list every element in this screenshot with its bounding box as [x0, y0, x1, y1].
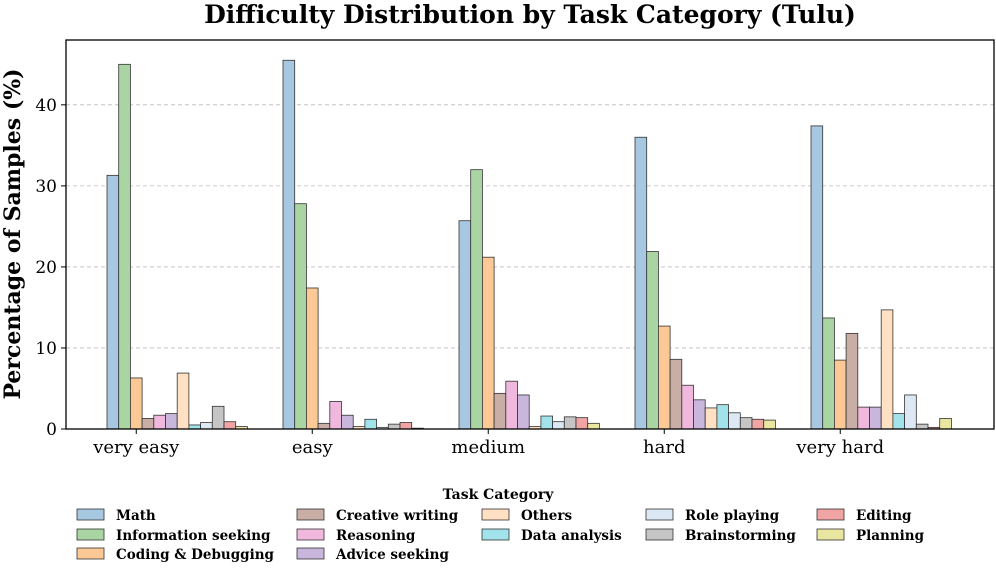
- bar-math-medium: [458, 220, 472, 430]
- legend-label-role-playing: Role playing: [685, 508, 780, 524]
- bar-creative-writing-very-easy: [141, 418, 155, 430]
- x-tick-label-medium: medium: [451, 437, 525, 458]
- bar-coding-debugging-hard: [658, 325, 671, 430]
- legend-label-others: Others: [521, 508, 573, 524]
- bar-brainstorming-very-hard: [915, 423, 929, 430]
- legend-swatch-advice-seeking: [296, 547, 325, 560]
- x-tick-label-very-hard: very hard: [795, 437, 884, 458]
- legend-swatch-editing: [816, 508, 845, 521]
- bar-coding-debugging-very-hard: [834, 359, 847, 430]
- legend-swatch-reasoning: [296, 528, 325, 541]
- bar-data-analysis-medium: [540, 415, 554, 430]
- legend-swatch-others: [481, 508, 510, 521]
- bar-planning-very-hard: [939, 418, 952, 430]
- bar-role-playing-very-easy: [200, 422, 213, 430]
- bar-data-analysis-easy: [364, 418, 377, 430]
- bar-planning-medium: [587, 422, 600, 430]
- legend-swatch-creative-writing: [296, 508, 325, 521]
- legend-label-brainstorming: Brainstorming: [685, 528, 796, 544]
- x-ticks: very easy easy medium hard very hard: [92, 429, 884, 458]
- bar-others-hard: [704, 407, 718, 430]
- legend-label-data-analysis: Data analysis: [521, 528, 622, 544]
- bar-reasoning-easy: [329, 401, 342, 430]
- bar-advice-seeking-very-hard: [869, 406, 882, 430]
- bar-data-analysis-hard: [716, 404, 730, 430]
- bar-math-easy: [282, 59, 296, 430]
- bar-information-seeking-very-easy: [118, 63, 131, 430]
- y-axis-label: Percentage of Samples (%): [0, 68, 26, 399]
- bar-advice-seeking-medium: [517, 394, 530, 430]
- legend-label-creative-writing: Creative writing: [336, 508, 459, 524]
- y-tick-label: 40: [35, 96, 57, 116]
- bar-information-seeking-hard: [646, 251, 659, 430]
- bar-editing-medium: [575, 417, 589, 430]
- bar-math-very-hard: [810, 125, 824, 430]
- bar-brainstorming-hard: [739, 417, 753, 430]
- legend-swatch-coding-debugging: [76, 547, 105, 560]
- bar-planning-hard: [763, 419, 776, 430]
- legend-label-math: Math: [116, 508, 156, 524]
- bars: [106, 59, 952, 430]
- legend-label-advice-seeking: Advice seeking: [335, 547, 449, 563]
- bar-creative-writing-hard: [669, 358, 683, 430]
- bar-coding-debugging-medium: [481, 256, 495, 430]
- chart-title: Difficulty Distribution by Task Category…: [204, 0, 856, 29]
- plot-frame: [65, 39, 995, 430]
- bar-role-playing-medium: [552, 421, 565, 430]
- bar-creative-writing-very-hard: [845, 332, 859, 430]
- legend-swatch-planning: [816, 528, 845, 541]
- bar-editing-hard: [751, 418, 765, 430]
- bar-role-playing-very-hard: [904, 394, 917, 430]
- y-tick-label: 0: [46, 420, 57, 440]
- bar-coding-debugging-easy: [305, 287, 319, 430]
- bar-editing-very-easy: [223, 421, 237, 430]
- legend: Math Information seeking Coding & Debuggin…: [76, 508, 925, 563]
- legend-label-coding-debugging: Coding & Debugging: [116, 547, 275, 563]
- y-ticks: 0 10 20 30 40: [35, 96, 66, 440]
- bar-information-seeking-very-hard: [822, 317, 835, 430]
- x-tick-label-very-easy: very easy: [92, 437, 180, 458]
- legend-swatch-information-seeking: [76, 528, 105, 541]
- grid-lines: [66, 104, 994, 349]
- bar-math-very-easy: [106, 174, 120, 430]
- bar-math-hard: [634, 136, 648, 430]
- bar-information-seeking-easy: [294, 203, 307, 430]
- bar-creative-writing-easy: [317, 422, 331, 430]
- legend-swatch-role-playing: [645, 508, 674, 521]
- bar-coding-debugging-very-easy: [129, 377, 143, 430]
- bar-others-very-easy: [176, 372, 190, 430]
- bar-reasoning-medium: [505, 380, 518, 430]
- bar-creative-writing-medium: [493, 392, 507, 430]
- bar-editing-easy: [399, 422, 413, 430]
- y-tick-label: 30: [35, 177, 57, 197]
- bar-advice-seeking-easy: [341, 414, 354, 430]
- x-tick-label-hard: hard: [643, 437, 685, 458]
- bar-brainstorming-medium: [563, 416, 577, 430]
- bar-reasoning-very-hard: [857, 406, 870, 430]
- bar-data-analysis-very-hard: [892, 413, 906, 430]
- bar-brainstorming-very-easy: [211, 405, 225, 430]
- legend-swatch-brainstorming: [645, 528, 674, 541]
- legend-label-planning: Planning: [856, 528, 925, 544]
- bar-others-very-hard: [880, 309, 894, 430]
- legend-label-editing: Editing: [856, 508, 912, 524]
- bar-information-seeking-medium: [470, 169, 483, 430]
- x-tick-label-easy: easy: [292, 437, 334, 458]
- legend-label-reasoning: Reasoning: [336, 528, 416, 544]
- legend-title: Task Category: [443, 487, 555, 503]
- bar-reasoning-hard: [681, 384, 694, 430]
- y-tick-label: 20: [35, 258, 57, 278]
- y-tick-label: 10: [35, 339, 57, 359]
- bar-advice-seeking-very-easy: [165, 413, 178, 430]
- legend-label-information-seeking: Information seeking: [116, 528, 271, 544]
- legend-swatch-data-analysis: [481, 528, 510, 541]
- bar-advice-seeking-hard: [693, 399, 706, 430]
- bar-reasoning-very-easy: [153, 414, 166, 430]
- legend-swatch-math: [76, 508, 105, 521]
- bar-role-playing-hard: [728, 412, 741, 430]
- bar-brainstorming-easy: [387, 423, 401, 430]
